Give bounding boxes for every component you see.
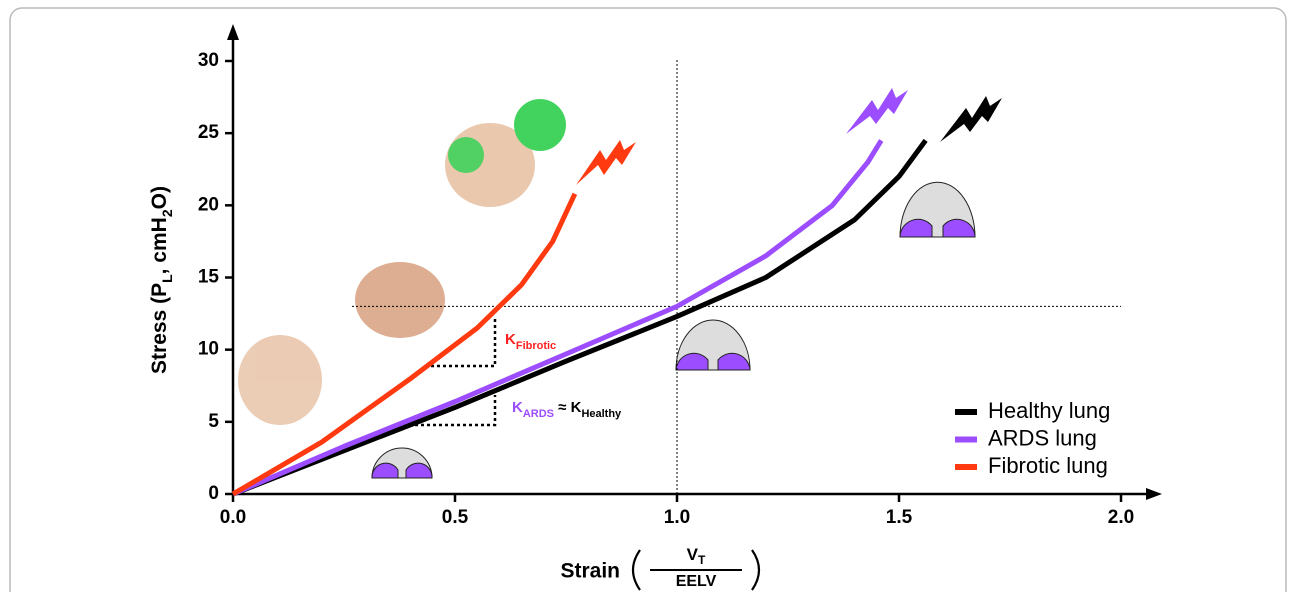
legend-label: Fibrotic lung — [988, 453, 1108, 478]
annotation-part: K — [512, 399, 523, 416]
y-tick-label: 5 — [208, 411, 219, 432]
y-label-part: 2 — [159, 209, 175, 217]
x-label-denominator: EELV — [676, 573, 717, 590]
chart: Stress (PL, cmH2O) StrainVTEELV 05101520… — [0, 0, 1296, 592]
annotation-part: Healthy — [581, 408, 622, 420]
y-tick-label: 10 — [198, 339, 219, 360]
y-label-part: , cmH — [148, 217, 171, 274]
annotation: KFibrotic — [505, 331, 556, 352]
y-axis-label: Stress (PL, cmH2O) — [148, 186, 175, 374]
x-label-text: Strain — [560, 560, 620, 583]
x-tick-label: 2.0 — [1108, 507, 1134, 528]
paren — [752, 550, 759, 590]
y-axis-arrow — [227, 24, 239, 40]
y-tick-label: 25 — [198, 122, 220, 143]
x-label-part: V — [687, 545, 699, 564]
legend-label: ARDS lung — [988, 425, 1097, 450]
legend-label: Healthy lung — [988, 398, 1110, 423]
annotation-part: ARDS — [523, 408, 554, 420]
series-line — [233, 140, 881, 494]
annotation-part: K — [571, 399, 582, 416]
annotation: KARDS ≈ KHealthy — [512, 399, 622, 420]
x-axis-label: Strain VT EELV — [560, 545, 759, 590]
x-tick-label: 1.5 — [886, 507, 913, 528]
x-axis-arrow — [1146, 488, 1162, 500]
x-label-numerator: VT — [687, 545, 706, 567]
y-label-part: Stress (P — [148, 283, 171, 374]
y-tick-label: 15 — [198, 267, 220, 288]
annotation-part: ≈ — [554, 399, 571, 416]
bolts — [576, 88, 1002, 185]
x-label-part: T — [698, 553, 706, 567]
x-tick-label: 1.0 — [664, 507, 690, 528]
y-label-part: O) — [148, 186, 171, 209]
series-line — [233, 140, 926, 494]
annotation-part: Fibrotic — [516, 340, 556, 352]
y-tick-label: 20 — [198, 194, 219, 215]
y-tick-label: 30 — [198, 50, 219, 71]
lung-icons — [372, 182, 975, 478]
annotation-part: K — [505, 331, 516, 348]
x-tick-label: 0.0 — [220, 507, 246, 528]
frame — [10, 8, 1286, 592]
y-tick-label: 0 — [208, 483, 219, 504]
paren — [633, 550, 640, 590]
x-tick-label: 0.5 — [442, 507, 469, 528]
